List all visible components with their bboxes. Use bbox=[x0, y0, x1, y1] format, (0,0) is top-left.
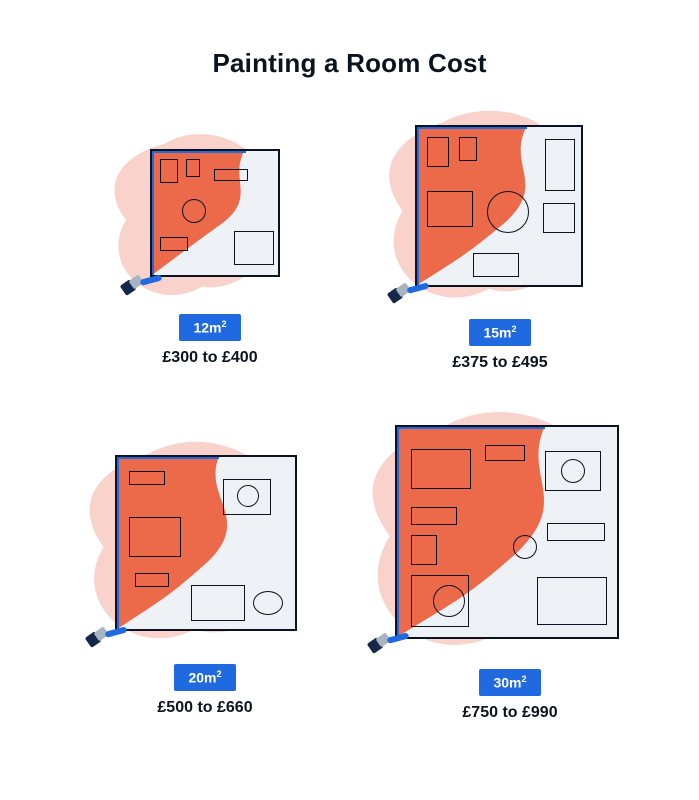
area-exponent: 2 bbox=[221, 319, 226, 329]
area-unit: m bbox=[499, 325, 511, 341]
floor-plan bbox=[395, 425, 619, 639]
floor-plan bbox=[415, 125, 583, 287]
price-text: £375 to £495 bbox=[380, 354, 620, 372]
area-badge: 30m2 bbox=[479, 669, 540, 696]
card-room-20: 20m2 £500 to £660 bbox=[80, 439, 330, 717]
price-text: £500 to £660 bbox=[80, 699, 330, 717]
card-room-12: 12m2 £300 to £400 bbox=[110, 129, 310, 367]
area-badge: 12m2 bbox=[179, 314, 240, 341]
area-value: 15 bbox=[483, 325, 499, 341]
floor-plan bbox=[115, 455, 297, 631]
area-value: 12 bbox=[193, 320, 209, 336]
area-value: 20 bbox=[188, 670, 204, 686]
area-value: 30 bbox=[493, 675, 509, 691]
page-title: Painting a Room Cost bbox=[0, 0, 699, 79]
card-room-15: 15m2 £375 to £495 bbox=[380, 109, 620, 372]
cards-grid: 12m2 £300 to £400 bbox=[0, 79, 699, 789]
card-room-30: 30m2 £750 to £990 bbox=[360, 409, 660, 722]
area-badge: 15m2 bbox=[469, 319, 530, 346]
area-unit: m bbox=[209, 320, 221, 336]
area-exponent: 2 bbox=[216, 669, 221, 679]
blue-edge bbox=[150, 149, 246, 153]
price-text: £750 to £990 bbox=[360, 704, 660, 722]
area-badge: 20m2 bbox=[174, 664, 235, 691]
room-illustration bbox=[85, 439, 325, 654]
price-text: £300 to £400 bbox=[110, 349, 310, 367]
area-exponent: 2 bbox=[511, 324, 516, 334]
area-unit: m bbox=[509, 675, 521, 691]
room-illustration bbox=[365, 409, 655, 659]
blue-edge bbox=[115, 455, 219, 459]
floor-plan bbox=[150, 149, 280, 277]
area-unit: m bbox=[204, 670, 216, 686]
blue-edge bbox=[415, 125, 527, 129]
area-exponent: 2 bbox=[521, 674, 526, 684]
blue-edge bbox=[395, 425, 545, 429]
room-illustration bbox=[385, 109, 615, 309]
room-illustration bbox=[120, 129, 300, 304]
